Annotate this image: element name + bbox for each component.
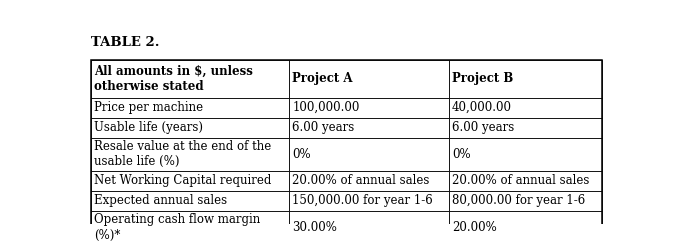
Bar [449,211,602,244]
Text: Expected annual sales: Expected annual sales [94,194,227,207]
Text: Price per machine: Price per machine [94,101,203,114]
Bar [449,191,602,211]
Text: TABLE 2.: TABLE 2. [91,36,160,49]
Text: Operating cash flow margin
(%)*: Operating cash flow margin (%)* [94,213,260,242]
Bar [449,171,602,191]
Text: 0%: 0% [452,148,470,161]
Text: 150,000.00 for year 1-6: 150,000.00 for year 1-6 [292,194,433,207]
Text: 80,000.00 for year 1-6: 80,000.00 for year 1-6 [452,194,585,207]
Bar [91,138,289,171]
Text: Project B: Project B [452,72,513,85]
Text: Resale value at the end of the
usable life (%): Resale value at the end of the usable li… [94,140,271,168]
Text: 20.00% of annual sales: 20.00% of annual sales [452,174,589,187]
Bar [91,117,289,138]
Text: All amounts in $, unless
otherwise stated: All amounts in $, unless otherwise state… [94,65,253,93]
Bar [449,117,602,138]
Text: Project A: Project A [292,72,353,85]
Bar [289,60,449,98]
Bar [289,98,449,117]
Bar [289,211,449,244]
Bar [449,60,602,98]
Text: 40,000.00: 40,000.00 [452,101,512,114]
Bar [289,191,449,211]
Bar [449,138,602,171]
Bar [91,98,289,117]
Text: Usable life (years): Usable life (years) [94,121,203,134]
Bar [91,211,289,244]
Bar [289,138,449,171]
Text: 30.00%: 30.00% [292,221,337,234]
Text: 0%: 0% [292,148,311,161]
Text: 20.00%: 20.00% [452,221,497,234]
Text: 20.00% of annual sales: 20.00% of annual sales [292,174,430,187]
Bar [449,98,602,117]
Text: 6.00 years: 6.00 years [292,121,355,134]
Text: 6.00 years: 6.00 years [452,121,514,134]
Bar [91,60,289,98]
Bar [289,117,449,138]
Bar [91,171,289,191]
Text: 100,000.00: 100,000.00 [292,101,360,114]
Text: Net Working Capital required: Net Working Capital required [94,174,271,187]
Bar [91,191,289,211]
Bar [289,171,449,191]
